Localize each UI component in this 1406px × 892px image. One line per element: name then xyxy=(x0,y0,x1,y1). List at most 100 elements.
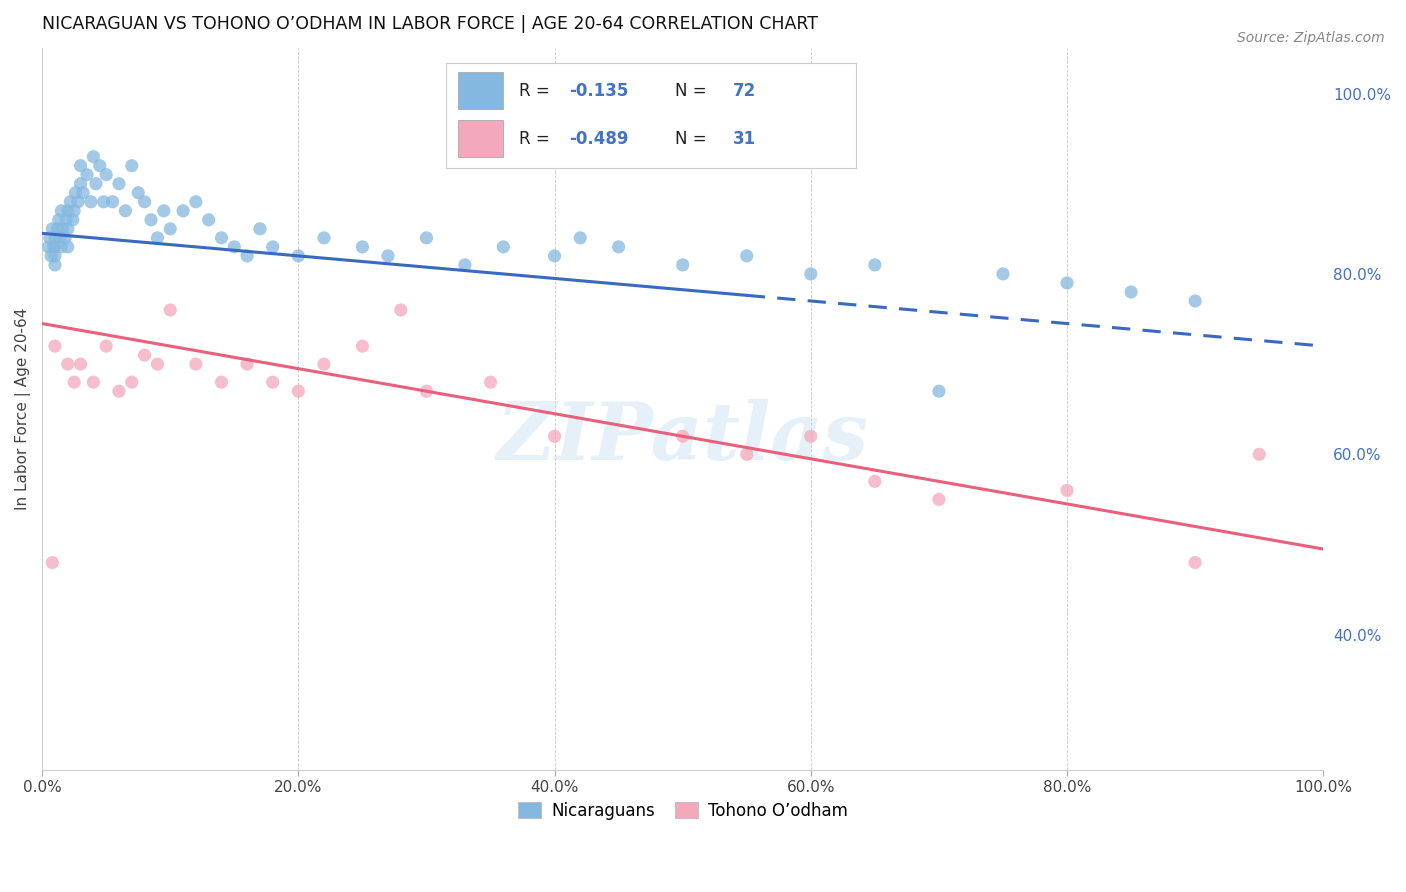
Point xyxy=(172,203,194,218)
Point xyxy=(352,339,374,353)
Point xyxy=(262,240,284,254)
Point xyxy=(48,212,70,227)
Point xyxy=(42,240,65,254)
Point xyxy=(63,203,86,218)
Point xyxy=(211,375,233,389)
Point xyxy=(800,267,823,281)
Point xyxy=(127,186,149,200)
Point xyxy=(65,186,87,200)
Point xyxy=(928,492,950,507)
Point xyxy=(1056,483,1078,498)
Legend: Nicaraguans, Tohono O’odham: Nicaraguans, Tohono O’odham xyxy=(510,796,855,827)
Point xyxy=(607,240,630,254)
Point xyxy=(56,222,79,236)
Point xyxy=(46,222,69,236)
Point xyxy=(59,194,82,209)
Point xyxy=(1119,285,1142,299)
Point xyxy=(863,475,886,489)
Point xyxy=(672,429,695,443)
Point xyxy=(287,384,309,399)
Point xyxy=(66,194,89,209)
Point xyxy=(312,231,335,245)
Point xyxy=(735,447,758,461)
Point xyxy=(415,384,437,399)
Point xyxy=(44,231,66,245)
Point xyxy=(211,231,233,245)
Point xyxy=(249,222,271,236)
Point xyxy=(56,203,79,218)
Point xyxy=(62,212,84,227)
Point xyxy=(41,222,63,236)
Point xyxy=(236,357,259,371)
Point xyxy=(543,249,565,263)
Point xyxy=(69,177,91,191)
Point xyxy=(114,203,136,218)
Point xyxy=(863,258,886,272)
Point xyxy=(928,384,950,399)
Point xyxy=(377,249,399,263)
Point xyxy=(139,212,162,227)
Point xyxy=(224,240,246,254)
Point xyxy=(389,303,412,318)
Point xyxy=(1056,276,1078,290)
Point xyxy=(287,249,309,263)
Point xyxy=(352,240,374,254)
Point xyxy=(153,203,176,218)
Point xyxy=(49,231,72,245)
Point xyxy=(56,357,79,371)
Point xyxy=(55,212,77,227)
Point xyxy=(159,222,181,236)
Point xyxy=(41,556,63,570)
Point xyxy=(800,429,823,443)
Text: NICARAGUAN VS TOHONO O’ODHAM IN LABOR FORCE | AGE 20-64 CORRELATION CHART: NICARAGUAN VS TOHONO O’ODHAM IN LABOR FO… xyxy=(42,15,818,33)
Point xyxy=(236,249,259,263)
Point xyxy=(69,357,91,371)
Point xyxy=(52,222,75,236)
Point xyxy=(96,339,118,353)
Text: ZIPatlas: ZIPatlas xyxy=(496,400,869,477)
Point xyxy=(184,357,207,371)
Point xyxy=(108,177,131,191)
Point xyxy=(39,249,62,263)
Point xyxy=(735,249,758,263)
Point xyxy=(991,267,1014,281)
Point xyxy=(492,240,515,254)
Point xyxy=(56,240,79,254)
Point xyxy=(69,159,91,173)
Point xyxy=(76,168,98,182)
Point xyxy=(672,258,695,272)
Point xyxy=(44,249,66,263)
Point xyxy=(479,375,502,389)
Point xyxy=(1249,447,1271,461)
Point xyxy=(89,159,111,173)
Point xyxy=(569,231,592,245)
Point xyxy=(415,231,437,245)
Point xyxy=(44,258,66,272)
Point xyxy=(96,168,118,182)
Point xyxy=(159,303,181,318)
Point xyxy=(93,194,115,209)
Point xyxy=(80,194,103,209)
Point xyxy=(146,357,169,371)
Point xyxy=(44,339,66,353)
Point xyxy=(1184,556,1206,570)
Point xyxy=(543,429,565,443)
Point xyxy=(44,240,66,254)
Point xyxy=(454,258,477,272)
Point xyxy=(1184,293,1206,308)
Point xyxy=(82,375,104,389)
Point xyxy=(121,159,143,173)
Point xyxy=(184,194,207,209)
Point xyxy=(38,240,60,254)
Point xyxy=(51,203,73,218)
Point xyxy=(63,375,86,389)
Point xyxy=(38,231,60,245)
Point xyxy=(101,194,124,209)
Y-axis label: In Labor Force | Age 20-64: In Labor Force | Age 20-64 xyxy=(15,308,31,510)
Point xyxy=(82,150,104,164)
Text: Source: ZipAtlas.com: Source: ZipAtlas.com xyxy=(1237,31,1385,45)
Point xyxy=(51,240,73,254)
Point xyxy=(84,177,107,191)
Point xyxy=(72,186,94,200)
Point xyxy=(197,212,219,227)
